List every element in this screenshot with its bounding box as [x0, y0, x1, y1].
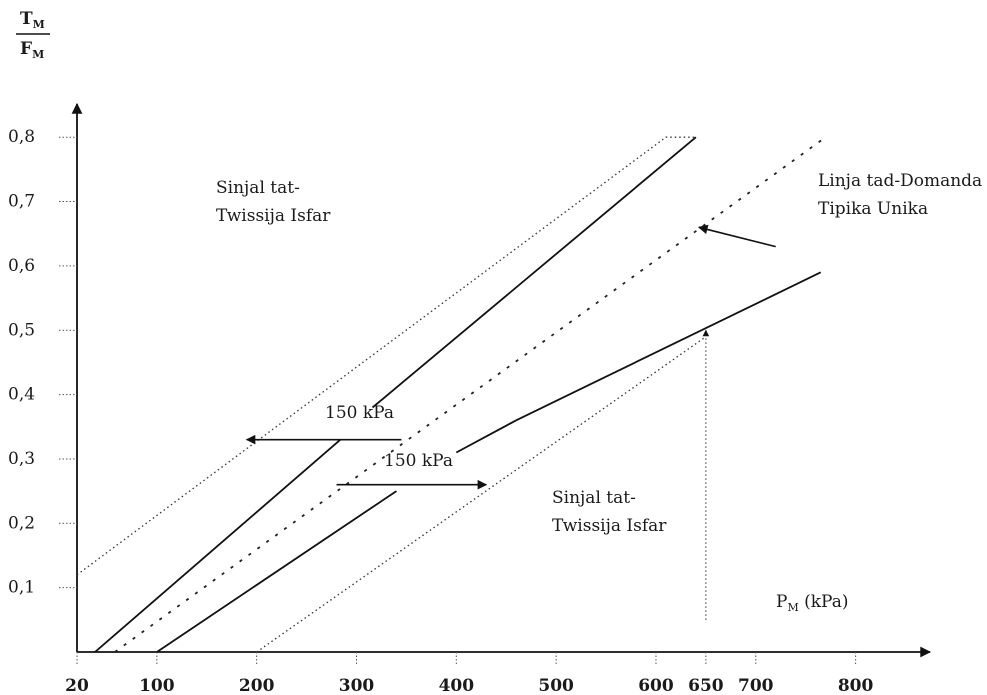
y-tick-label: 0,6 [8, 256, 35, 276]
y-tick-label: 0,3 [8, 449, 35, 469]
y-tick-label: 0,8 [8, 127, 35, 147]
x-tick-label: 400 [439, 676, 475, 695]
x-axis-label: PM (kPa) [776, 592, 849, 614]
typical-demand-pointer-arrow [697, 224, 776, 248]
offset-label-lower: 150 kPa [384, 451, 453, 471]
lower-dotted-boundary-line [256, 336, 707, 653]
offset-label-upper: 150 kPa [325, 403, 394, 423]
upper-region-label-line2: Twissija Isfar [216, 206, 331, 226]
x-tick-label: 600 [638, 676, 674, 695]
x-axis-ticks: 20 100 200 300 400 500 600 650 700 800 [65, 652, 874, 695]
x-tick-label: 20 [65, 676, 89, 695]
y-tick-label: 0,4 [8, 385, 35, 405]
y-tick-label: 0,5 [8, 320, 35, 340]
lower-solid-line-segment [455, 271, 822, 454]
y-tick-label: 0,1 [8, 578, 35, 598]
svg-text:FM: FM [20, 39, 44, 61]
x-tick-label: 100 [139, 676, 175, 695]
lower-region-label-line2: Twissija Isfar [552, 516, 667, 536]
y-tick-label: 0,2 [8, 513, 35, 533]
curves [76, 136, 827, 653]
typical-demand-label-line1: Linja tad-Domanda [818, 171, 982, 191]
lower-solid-line-segment [156, 490, 397, 653]
upper-solid-line-segment [371, 136, 697, 409]
x-tick-label: 800 [838, 676, 874, 695]
y-tick-label: 0,7 [8, 192, 35, 212]
x-tick-label: 700 [738, 676, 774, 695]
typical-demand-label-line2: Tipika Unika [818, 199, 928, 219]
upper-solid-line-segment [94, 438, 342, 653]
y-axis-label: TM FM [16, 9, 50, 61]
upper-region-label-line1: Sinjal tat- [216, 178, 300, 198]
x-tick-label: 200 [239, 676, 275, 695]
y-axis-ticks: 0,1 0,2 0,3 0,4 0,5 0,6 0,7 0,8 [8, 127, 77, 598]
x-tick-label: 650 [688, 676, 724, 695]
svg-text:TM: TM [20, 9, 45, 31]
x-tick-label: 500 [538, 676, 574, 695]
upper-dotted-boundary-line [76, 136, 696, 576]
x-tick-label: 300 [339, 676, 375, 695]
lower-region-label-line1: Sinjal tat- [552, 488, 636, 508]
arrows [245, 224, 776, 620]
